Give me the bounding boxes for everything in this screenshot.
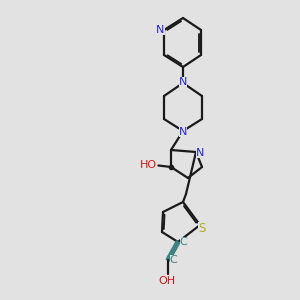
Text: OH: OH (159, 276, 176, 286)
Text: N: N (179, 127, 188, 137)
Text: S: S (198, 221, 205, 235)
Text: N: N (179, 77, 188, 87)
Text: N: N (196, 148, 204, 158)
Text: C: C (169, 255, 177, 265)
Text: N: N (156, 25, 165, 35)
Text: HO: HO (140, 160, 158, 170)
Text: C: C (179, 237, 187, 247)
